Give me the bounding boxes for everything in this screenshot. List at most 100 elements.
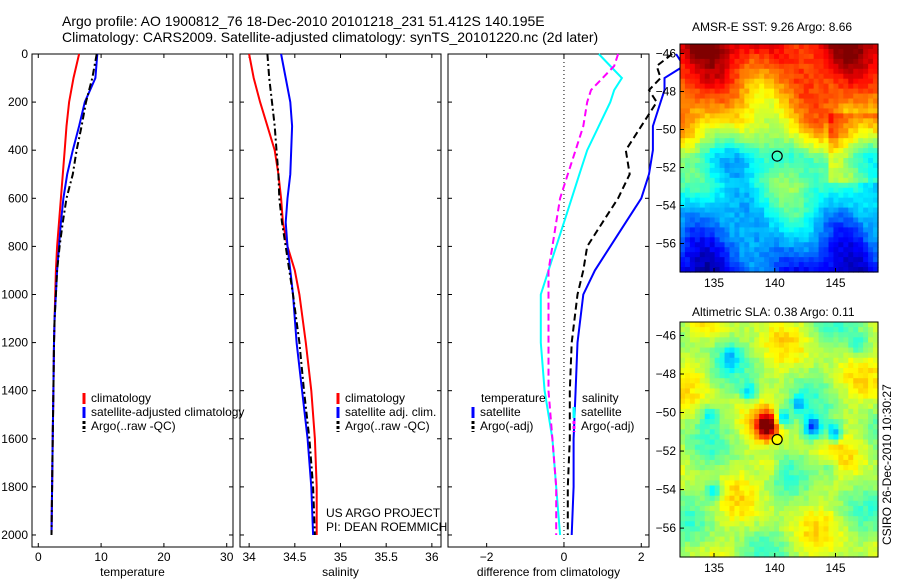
- sst-map-cell: [838, 167, 844, 174]
- sla-map-cell: [724, 378, 731, 384]
- sla-map-cell: [739, 475, 745, 481]
- sla-map-cell: [769, 511, 775, 517]
- sst-map-cell: [823, 58, 830, 65]
- sla-map-cell: [744, 393, 750, 400]
- sla-map-cell: [769, 419, 775, 425]
- sst-map-cell: [749, 108, 755, 114]
- sst-map-cell: [843, 153, 849, 159]
- sla-map-cell: [774, 408, 780, 415]
- sst-map-cell: [863, 202, 869, 209]
- sla-map-cell: [694, 322, 701, 328]
- sst-map-cell: [739, 177, 745, 184]
- sst-map-cell: [714, 212, 721, 219]
- sla-map-cell: [868, 393, 874, 400]
- sst-map-cell: [848, 58, 854, 65]
- sla-map-cell: [853, 511, 859, 517]
- sst-map-cell: [808, 202, 815, 209]
- sst-map-cell: [813, 262, 820, 268]
- sst-map-cell: [689, 177, 696, 184]
- sst-map-cell: [779, 252, 785, 258]
- sla-map-cell: [788, 434, 795, 441]
- sla-map-cell: [803, 322, 810, 328]
- sst-map-cell: [709, 187, 716, 194]
- sst-map-cell: [858, 242, 864, 248]
- sla-map-cell: [714, 429, 721, 435]
- sst-map-cell: [838, 172, 844, 179]
- sla-map-cell: [823, 398, 830, 405]
- sla-map-cell: [823, 408, 830, 415]
- sst-map-cell: [769, 262, 775, 268]
- sla-map-cell: [774, 373, 780, 379]
- sla-map-cell: [838, 403, 844, 410]
- sla-map-cell: [873, 505, 879, 512]
- sla-map-cell: [808, 357, 815, 364]
- sla-map-cell: [823, 444, 830, 451]
- sla-map-cell: [863, 424, 869, 430]
- sst-map-cell: [729, 143, 736, 149]
- sst-map-cell: [873, 68, 879, 75]
- sla-map-cell: [873, 352, 879, 359]
- sst-map-cell: [764, 167, 770, 174]
- sla-map-cell: [828, 470, 835, 476]
- sst-map-cell: [788, 222, 795, 228]
- sla-map-cell: [853, 429, 859, 435]
- sla-map-cell: [714, 332, 721, 338]
- sst-map-cell: [694, 177, 701, 184]
- sla-map-cell: [729, 332, 736, 338]
- sla-map-cell: [808, 367, 815, 374]
- sla-map-cell: [788, 490, 795, 497]
- sst-map-cell: [783, 58, 790, 65]
- sst-map-cell: [813, 53, 820, 60]
- credit-project: US ARGO PROJECT: [326, 506, 441, 520]
- sla-map-cell: [868, 511, 874, 517]
- sla-map-cell: [863, 403, 869, 410]
- sla-map-cell: [754, 475, 760, 481]
- sst-map-cell: [734, 83, 740, 90]
- sla-map-cell: [714, 470, 721, 476]
- sst-map-cell: [873, 207, 879, 214]
- sla-map-cell: [863, 516, 869, 522]
- sla-map-cell: [724, 449, 731, 456]
- sst-map-cell: [823, 237, 830, 243]
- sst-map-cell: [788, 133, 795, 139]
- sla-map-cell: [838, 424, 844, 430]
- sla-map-cell: [749, 449, 755, 456]
- sst-map-cell: [739, 113, 745, 119]
- sst-map-cell: [709, 93, 716, 100]
- sla-map-cell: [749, 470, 755, 476]
- sst-map-cell: [828, 78, 835, 85]
- sla-map-cell: [729, 373, 736, 379]
- sla-map-cell: [873, 439, 879, 446]
- sla-map-cell: [808, 459, 815, 466]
- sla-map-cell: [680, 398, 686, 405]
- sla-map-cell: [853, 485, 859, 492]
- sla-map-cell: [684, 470, 691, 476]
- sla-map-cell: [863, 408, 869, 415]
- sst-map-heatmap-cells: [680, 44, 879, 273]
- sst-map-cell: [709, 78, 716, 85]
- sst-map-cell: [858, 222, 864, 228]
- sst-map-cell: [774, 242, 780, 248]
- sla-map-cell: [739, 551, 745, 558]
- sla-map-cell: [684, 454, 691, 461]
- sst-map-cell: [823, 44, 830, 50]
- sst-map-cell: [868, 227, 874, 233]
- sla-map-cell: [719, 449, 726, 456]
- sst-map-cell: [838, 93, 844, 100]
- sst-map-cell: [680, 197, 686, 204]
- sst-map-cell: [719, 252, 726, 258]
- sst-map-cell: [818, 212, 825, 219]
- sst-map-cell: [699, 247, 706, 253]
- sst-map-y-tick-label: −56: [656, 237, 677, 251]
- sst-map-cell: [714, 113, 721, 119]
- sla-map-cell: [833, 475, 839, 481]
- sst-map-cell: [680, 128, 686, 134]
- sst-map-cell: [684, 88, 691, 95]
- sla-map-cell: [704, 429, 711, 435]
- sst-map-cell: [719, 187, 726, 194]
- sla-map-cell: [783, 459, 790, 466]
- sst-map-cell: [714, 182, 721, 189]
- sla-map-cell: [803, 434, 810, 441]
- sla-map-cell: [734, 362, 740, 369]
- sla-map-cell: [680, 511, 686, 517]
